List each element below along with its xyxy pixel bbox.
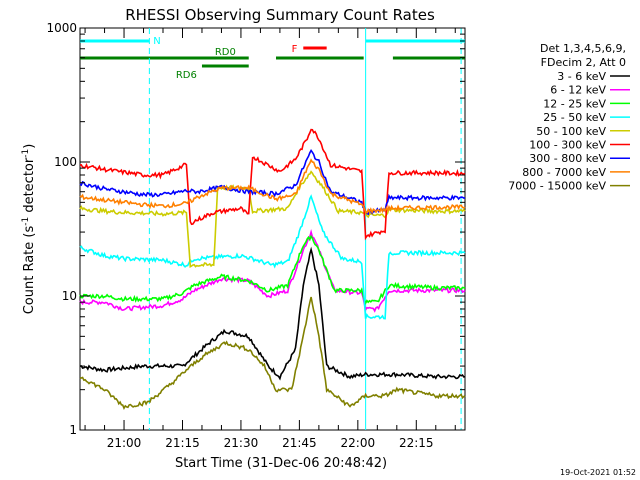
legend-header: FDecim 2, Att 0 <box>541 56 626 69</box>
chart-title: RHESSI Observing Summary Count Rates <box>125 6 435 24</box>
series-line <box>79 246 466 381</box>
legend-label: 7000 - 15000 keV <box>508 180 606 193</box>
legend-label: 800 - 7000 keV <box>522 166 606 179</box>
y-axis-label-sup: -1 <box>21 217 31 226</box>
legend-label: 6 - 12 keV <box>550 84 606 97</box>
x-axis-label: Start Time (31-Dec-06 20:48:42) <box>175 456 387 471</box>
plot-frame <box>79 27 466 431</box>
flag-label-n: N <box>153 36 160 47</box>
x-tick-label: 22:00 <box>341 436 376 450</box>
series-line <box>79 128 466 241</box>
x-tick-label: 21:15 <box>165 436 200 450</box>
series-line <box>79 229 466 313</box>
legend: Det 1,3,4,5,6,9, FDecim 2, Att 0 3 - 6 k… <box>508 42 630 193</box>
y-tick-label: 1 <box>69 423 77 437</box>
y-axis-label-part: Count Rate (s <box>22 226 37 315</box>
x-tick-label: 21:00 <box>107 436 142 450</box>
flag-bars: N RD0 RD6 F <box>80 36 465 81</box>
flag-label-f: F <box>292 44 298 55</box>
legend-label: 100 - 300 keV <box>529 139 606 152</box>
x-tick-label: 21:30 <box>224 436 259 450</box>
series-lines <box>79 128 466 411</box>
legend-label: 3 - 6 keV <box>557 70 606 83</box>
legend-header: Det 1,3,4,5,6,9, <box>540 42 626 55</box>
series-line <box>79 170 466 268</box>
series-line <box>79 158 466 215</box>
y-tick-label: 10 <box>62 289 77 303</box>
x-tick-label: 21:45 <box>282 436 317 450</box>
legend-label: 50 - 100 keV <box>536 125 606 138</box>
axes: 1 10 100 1000 21:00 21:15 21:30 21:45 22:00 22:15 <box>46 21 465 450</box>
y-axis-label-sup: -1 <box>21 149 31 158</box>
y-tick-label: 100 <box>54 155 77 169</box>
y-axis-label: Count Rate (s-1 detector-1) <box>21 144 37 315</box>
y-tick-label: 1000 <box>46 21 77 35</box>
y-axis-label-part: ) <box>22 144 37 149</box>
x-tick-label: 22:15 <box>399 436 434 450</box>
footer-date: 19-Oct-2021 01:52 <box>560 468 636 477</box>
legend-label: 25 - 50 keV <box>543 111 606 124</box>
legend-label: 300 - 800 keV <box>529 152 606 165</box>
series-line <box>79 194 466 320</box>
eclipse-markers <box>148 28 462 430</box>
flag-label-rd6: RD6 <box>176 70 197 81</box>
series-line <box>79 149 466 216</box>
series-line <box>79 234 466 305</box>
series-line <box>79 296 466 411</box>
y-axis-label-part: detector <box>22 157 37 217</box>
legend-label: 12 - 25 keV <box>543 97 606 110</box>
flag-label-rd0: RD0 <box>215 47 236 58</box>
